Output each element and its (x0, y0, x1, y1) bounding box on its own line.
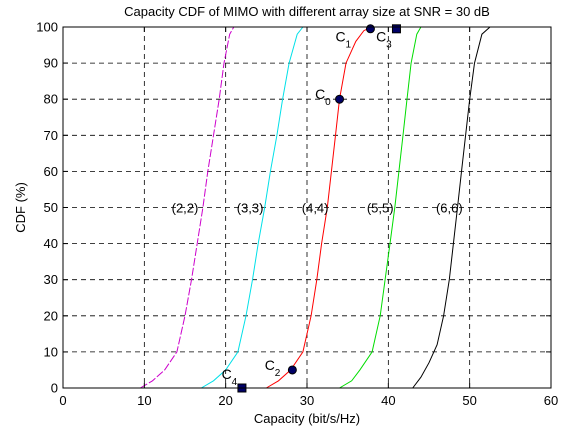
series-label: (2,2) (172, 201, 199, 216)
series-label: (5,5) (367, 201, 394, 216)
x-tick-label: 30 (300, 393, 314, 408)
point-label: C (335, 28, 345, 44)
series-line (339, 26, 422, 389)
series-label: (6,6) (436, 201, 463, 216)
y-tick-label: 20 (44, 308, 58, 323)
y-tick-label: 0 (51, 381, 58, 396)
point-marker-circle (335, 94, 345, 104)
series-line (201, 26, 304, 389)
x-tick-label: 0 (59, 393, 66, 408)
series-line (412, 26, 491, 389)
y-tick-label: 80 (44, 92, 58, 107)
y-tick-label: 40 (44, 236, 58, 251)
chart-title: Capacity CDF of MIMO with different arra… (124, 4, 490, 19)
x-tick-label: 60 (544, 393, 558, 408)
point-label-subscript: 3 (386, 39, 392, 50)
y-tick-label: 90 (44, 56, 58, 71)
series-layer (140, 26, 491, 389)
point-label-subscript: 0 (325, 97, 331, 108)
x-tick-label: 20 (218, 393, 232, 408)
y-tick-label: 30 (44, 272, 58, 287)
y-tick-label: 100 (36, 20, 58, 35)
series-labels: (2,2) (3,3) (4,4) (5,5) (6,6) (172, 201, 463, 216)
point-marker-circle (287, 365, 297, 375)
y-axis-label: CDF (%) (13, 182, 28, 233)
y-tick-label: 10 (44, 344, 58, 359)
y-tick-label: 70 (44, 128, 58, 143)
x-axis-label: Capacity (bit/s/Hz) (254, 411, 360, 426)
x-tick-label: 40 (381, 393, 395, 408)
point-marker-square (391, 24, 401, 34)
series-label: (4,4) (302, 201, 329, 216)
point-label: C (315, 86, 325, 102)
point-label: C (265, 357, 275, 373)
series-line (140, 26, 235, 389)
point-label: C (376, 28, 386, 44)
point-label: C (222, 366, 232, 382)
x-tick-label: 50 (462, 393, 476, 408)
x-tick-label: 10 (137, 393, 151, 408)
point-label-subscript: 2 (275, 368, 281, 379)
series-line (266, 26, 373, 389)
point-label-subscript: 4 (232, 377, 238, 388)
y-tick-label: 60 (44, 164, 58, 179)
series-label: (3,3) (237, 201, 264, 216)
point-marker-circle (365, 24, 375, 34)
point-label-subscript: 1 (345, 39, 351, 50)
y-tick-label: 50 (44, 200, 58, 215)
